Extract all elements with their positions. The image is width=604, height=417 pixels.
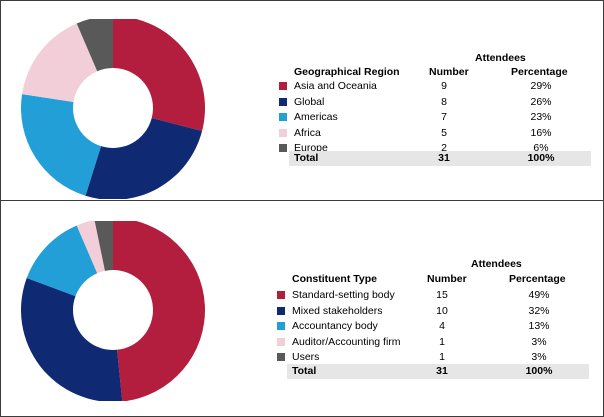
- value-percentage: 3%: [531, 351, 547, 363]
- total-label: Total: [292, 365, 317, 377]
- legend-label: Africa: [294, 126, 321, 139]
- legend-row-auditor-accounting-firm: Auditor/Accounting firm 1 3%: [277, 335, 589, 350]
- legend-row-americas: Americas 7 23%: [279, 110, 591, 125]
- number-header: Number: [427, 273, 467, 285]
- header-row: Geographical Region Number Percentage: [279, 65, 591, 80]
- legend-swatch: [279, 82, 287, 90]
- total-label: Total: [294, 152, 319, 164]
- legend-label: Mixed stakeholders: [292, 304, 383, 317]
- legend-table-region: Attendees Geographical Region Number Per…: [279, 51, 599, 171]
- value-percentage: 29%: [530, 80, 552, 92]
- legend-row-africa: Africa 5 16%: [279, 126, 591, 141]
- legend-swatch: [277, 337, 285, 346]
- total-percentage: 100%: [525, 365, 553, 377]
- legend-row-asia-and-oceania: Asia and Oceania 9 29%: [279, 79, 591, 94]
- slice-americas: [21, 94, 102, 196]
- value-percentage: 16%: [530, 126, 552, 139]
- header-row: Constituent Type Number Percentage: [277, 272, 589, 287]
- legend-swatch: [279, 113, 287, 121]
- legend-swatch: [277, 353, 285, 361]
- legend-row-users: Users 1 3%: [277, 350, 589, 365]
- value-number: 15: [436, 289, 448, 301]
- slice-africa: [22, 23, 98, 102]
- value-percentage: 23%: [530, 111, 552, 123]
- slice-accountancy-body: [26, 225, 98, 297]
- legend-label: Auditor/Accounting firm: [292, 335, 401, 348]
- value-number: 7: [441, 111, 447, 123]
- section-divider: [1, 200, 603, 201]
- slice-auditor-accounting-firm: [76, 221, 105, 274]
- value-number: 1: [439, 351, 445, 363]
- attendees-header: Attendees: [471, 258, 522, 270]
- legend-row-standard-setting-body: Standard-setting body 15 49%: [277, 288, 589, 303]
- legend-label: Users: [292, 351, 320, 363]
- total-percentage: 100%: [527, 152, 555, 164]
- value-number: 2: [441, 142, 447, 154]
- total-row: Total 31 100%: [287, 364, 589, 379]
- value-number: 8: [441, 95, 447, 108]
- attendees-header: Attendees: [475, 52, 526, 64]
- legend-swatch: [279, 128, 287, 137]
- legend-row-accountancy-body: Accountancy body 4 13%: [277, 319, 589, 334]
- legend-row-mixed-stakeholders: Mixed stakeholders 10 32%: [277, 304, 589, 319]
- value-number: 9: [441, 80, 447, 92]
- legend-swatch: [279, 144, 287, 152]
- total-number: 31: [436, 365, 448, 377]
- legend-label: Global: [294, 95, 325, 108]
- legend-label: Asia and Oceania: [294, 80, 377, 92]
- value-percentage: 13%: [528, 320, 550, 332]
- slice-standard-setting-body: [113, 221, 205, 401]
- percentage-header: Percentage: [509, 273, 566, 285]
- category-header: Geographical Region: [294, 66, 400, 78]
- category-header: Constituent Type: [292, 273, 377, 285]
- value-number: 10: [436, 304, 448, 317]
- legend-table-constituent: Attendees Constituent Type Number Percen…: [277, 257, 597, 381]
- legend-swatch: [277, 306, 285, 315]
- value-percentage: 49%: [528, 289, 550, 301]
- value-percentage: 3%: [531, 335, 547, 348]
- legend-label: Standard-setting body: [292, 289, 395, 301]
- percentage-header: Percentage: [511, 66, 568, 78]
- legend-swatch: [277, 322, 285, 330]
- slice-europe: [76, 19, 113, 72]
- slice-asia-and-oceania: [113, 19, 205, 132]
- value-number: 5: [441, 126, 447, 139]
- value-number: 4: [439, 320, 445, 332]
- value-percentage: 32%: [528, 304, 550, 317]
- legend-label: Americas: [294, 111, 338, 123]
- number-header: Number: [429, 66, 469, 78]
- donut-chart-region: [21, 19, 205, 199]
- legend-row-global: Global 8 26%: [279, 95, 591, 110]
- slice-mixed-stakeholders: [21, 278, 123, 401]
- total-row: Total 31 100%: [289, 151, 591, 166]
- donut-chart-constituent: [21, 221, 205, 401]
- legend-swatch: [277, 291, 285, 299]
- slice-global: [85, 118, 203, 199]
- total-number: 31: [438, 152, 450, 164]
- legend-swatch: [279, 97, 287, 106]
- value-percentage: 26%: [530, 95, 552, 108]
- slice-users: [94, 221, 113, 271]
- legend-label: Accountancy body: [292, 320, 378, 332]
- value-number: 1: [439, 335, 445, 348]
